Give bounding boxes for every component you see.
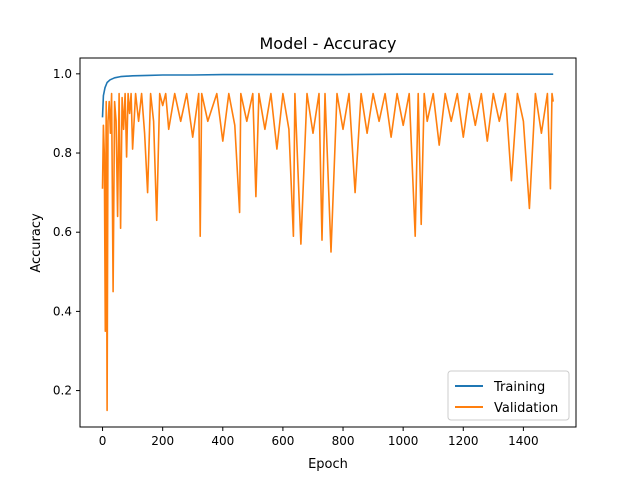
x-axis-label: Epoch [308,457,348,472]
x-tick-label: 200 [151,434,174,448]
y-tick-label: 0.6 [53,225,72,239]
y-tick-label: 0.2 [53,384,72,398]
legend-training-label: Training [493,380,545,395]
series-line-validation [101,92,554,412]
plot-area: 0 200 400 600 800 1000 1200 1400 0.2 0.4 0.6 0.8 1.… [53,57,577,448]
x-tick-label: 1000 [388,434,419,448]
x-tick-label: 1400 [508,434,539,448]
y-tick-label: 0.4 [53,304,72,318]
series-layer [101,73,554,412]
y-tick-label: 0.8 [53,146,72,160]
x-tick-label: 1200 [448,434,479,448]
plot-frame [79,57,577,428]
x-tick-label: 600 [271,434,294,448]
x-tick-label: 400 [211,434,234,448]
y-axis-ticks: 0.2 0.4 0.6 0.8 1.0 [53,67,80,398]
legend: Training Validation [447,370,570,421]
series-line-training [101,73,554,118]
y-axis-label: Accuracy [29,213,44,273]
y-tick-label: 1.0 [53,67,72,81]
chart-title: Model - Accuracy [259,34,396,53]
x-tick-label: 0 [99,434,107,448]
legend-validation-label: Validation [494,401,558,416]
x-tick-label: 800 [332,434,355,448]
x-axis-ticks: 0 200 400 600 800 1000 1200 1400 [99,427,539,448]
